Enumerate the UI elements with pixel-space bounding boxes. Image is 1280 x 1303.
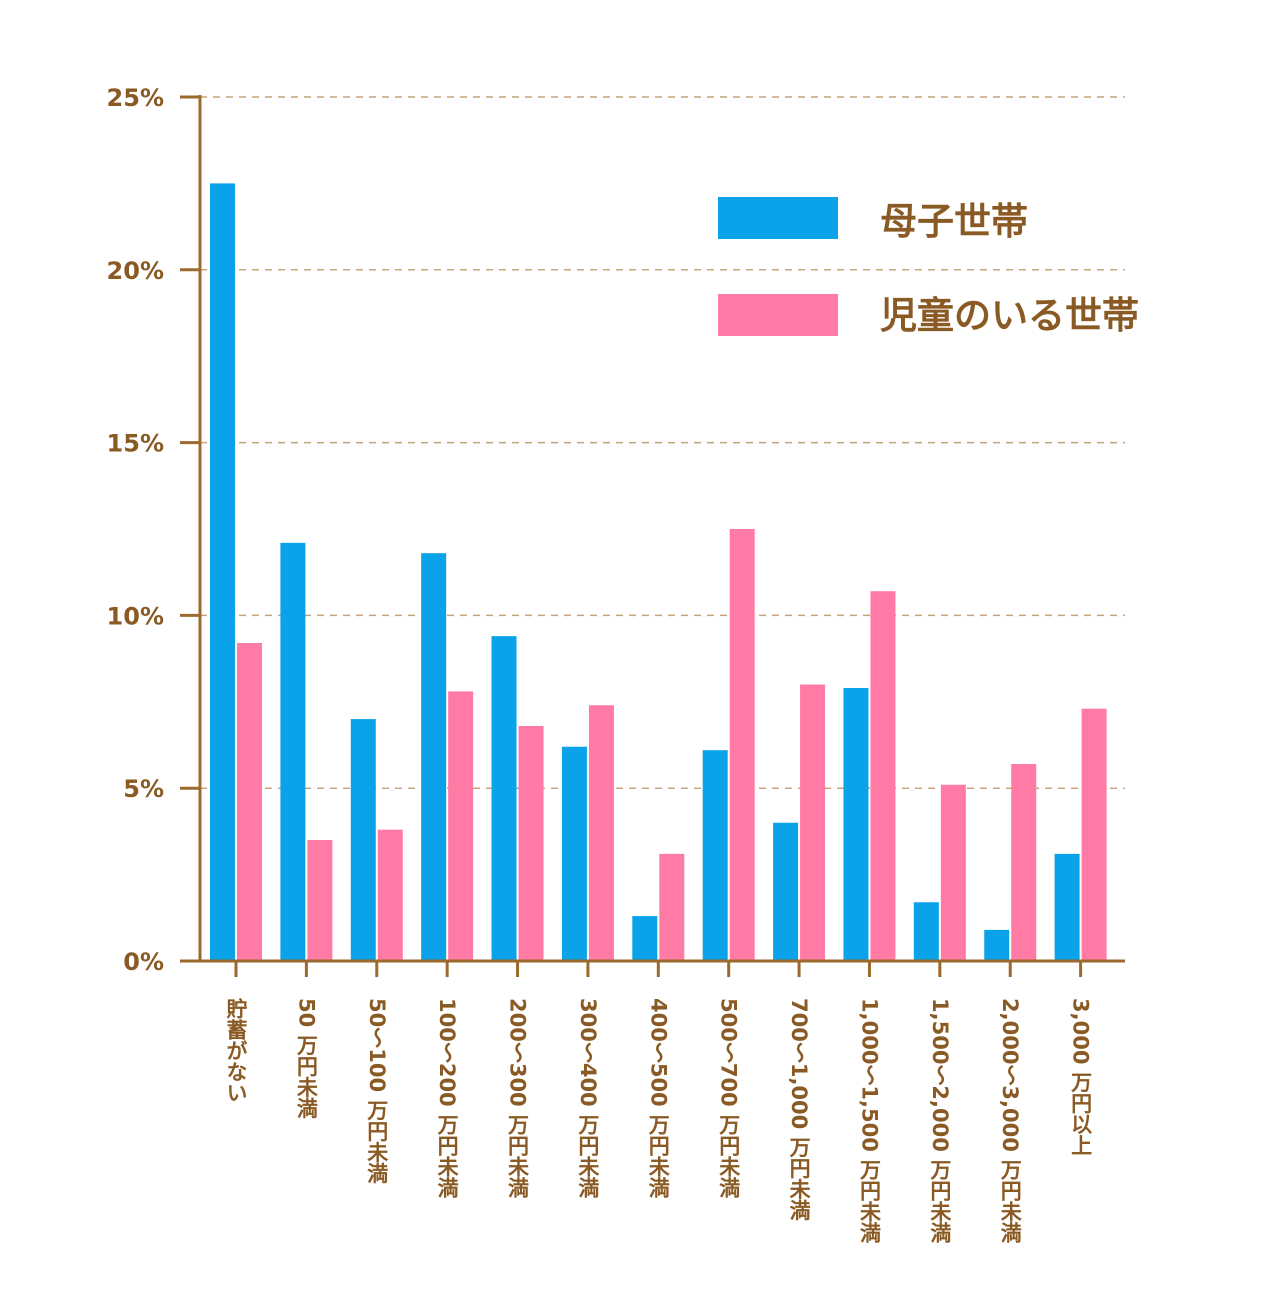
bar-jidou <box>237 643 262 961</box>
x-tick-label: 3,000 万円以上 <box>1069 998 1094 1156</box>
legend-label-boshi: 母子世帯 <box>880 200 1028 243</box>
legend-swatch-boshi <box>718 197 838 239</box>
bar-boshi <box>210 183 235 961</box>
y-tick-label: 0% <box>123 948 164 976</box>
bar-boshi <box>1054 853 1080 961</box>
bar-boshi <box>984 929 1010 961</box>
x-tick-label: 100～200 万円未満 <box>435 998 460 1198</box>
bar-boshi <box>632 916 658 961</box>
bar-boshi <box>913 902 939 961</box>
bar-jidou <box>377 829 403 961</box>
bar-boshi <box>280 542 306 961</box>
y-tick-label: 5% <box>123 775 164 803</box>
bars <box>210 183 1107 961</box>
x-tick-label: 200～300 万円未満 <box>506 998 531 1198</box>
legend-label-jidou: 児童のいる世帯 <box>880 294 1139 337</box>
bar-jidou <box>800 684 826 961</box>
x-tick-label: 1,500～2,000 万円未満 <box>928 998 953 1244</box>
y-tick-label: 20% <box>107 257 164 285</box>
axes: 0% 5% 10% 15% 20% 25% 貯蓄がない 50 万円未満 50～100 万円未満 1… <box>107 84 1125 1244</box>
bar-jidou <box>729 529 755 961</box>
bar-jidou <box>448 691 474 961</box>
x-tick-label: 400～500 万円未満 <box>646 998 671 1198</box>
x-tick-label: 700～1,000 万円未満 <box>787 998 812 1221</box>
x-tick-label: 2,000～3,000 万円未満 <box>998 998 1023 1244</box>
x-tick-label: 貯蓄がない <box>224 997 248 1103</box>
x-tick-label: 500～700 万円未満 <box>717 998 742 1198</box>
bar-jidou <box>659 853 685 961</box>
bar-jidou <box>940 784 966 961</box>
bar-boshi <box>843 687 869 961</box>
x-tick-label: 50～100 万円未満 <box>365 998 390 1184</box>
legend-swatch-jidou <box>718 294 838 336</box>
bar-boshi <box>702 750 728 961</box>
legend: 母子世帯 児童のいる世帯 <box>718 197 1139 337</box>
bar-boshi <box>350 719 376 961</box>
bar-jidou <box>1081 708 1107 961</box>
bar-jidou <box>588 705 614 961</box>
x-tick-label: 300～400 万円未満 <box>576 998 601 1198</box>
x-tick-label: 50 万円未満 <box>294 998 319 1119</box>
bar-jidou <box>1011 764 1037 961</box>
bar-jidou <box>518 725 544 961</box>
y-tick-label: 25% <box>107 84 164 112</box>
bar-jidou <box>307 840 333 961</box>
bar-jidou <box>870 591 896 961</box>
bar-boshi <box>491 636 517 961</box>
bar-boshi <box>773 822 799 961</box>
y-tick-label: 15% <box>107 430 164 458</box>
bar-boshi <box>561 746 587 961</box>
bar-boshi <box>421 553 447 961</box>
x-tick-label: 1,000～1,500 万円未満 <box>857 998 882 1244</box>
y-tick-label: 10% <box>107 602 164 630</box>
grid-lines <box>200 96 1125 789</box>
